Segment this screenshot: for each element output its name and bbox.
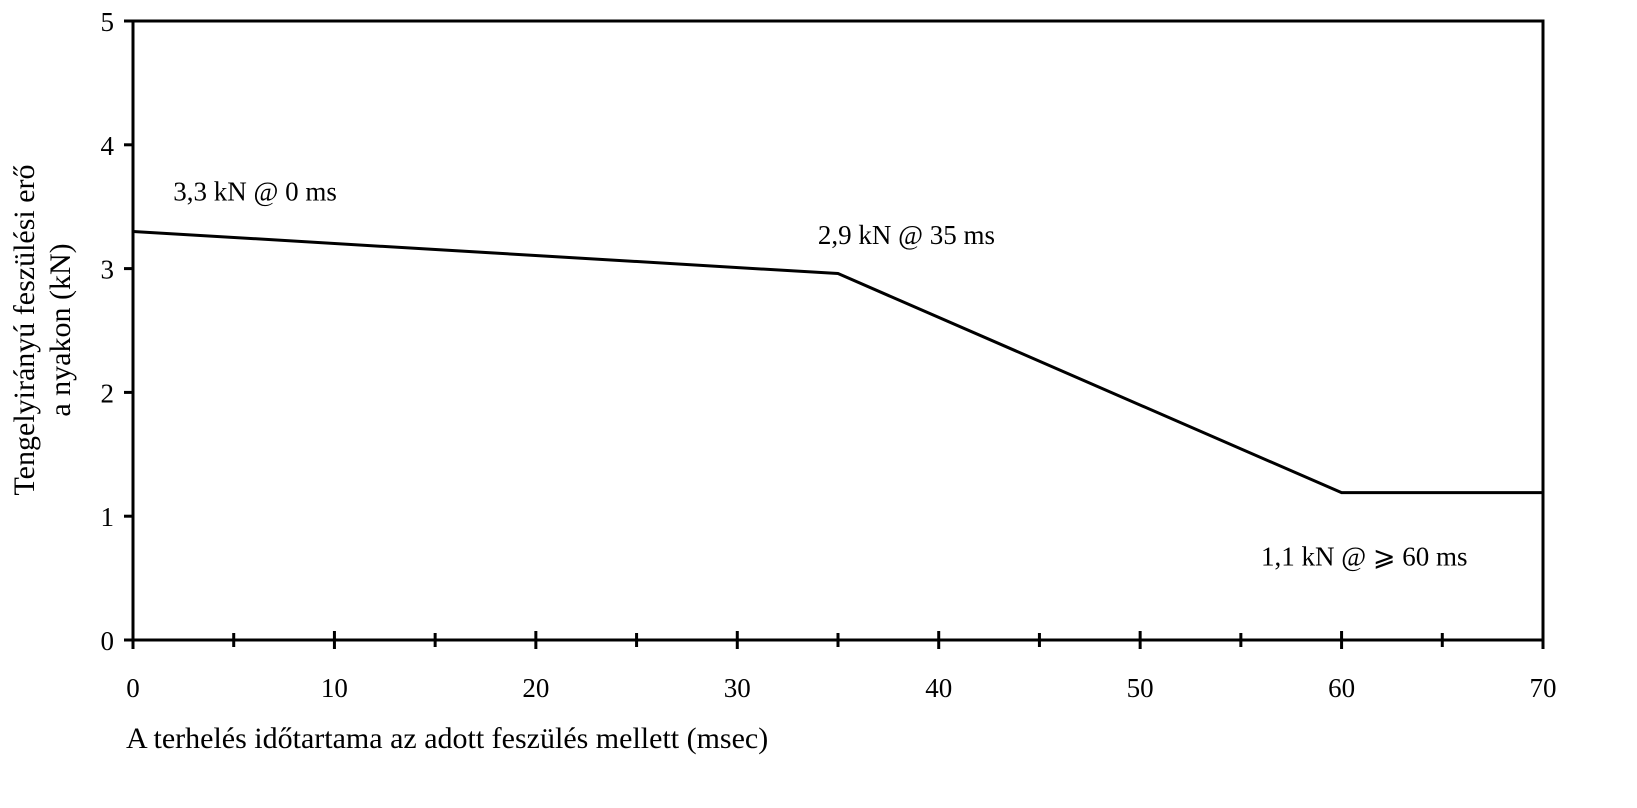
series-layer — [132, 229, 1543, 495]
y-axis-title-line-2: a nyakon (kN) — [44, 243, 77, 416]
data-annotation: 3,3 kN @ 0 ms — [173, 177, 337, 207]
x-tick-label: 20 — [522, 673, 549, 703]
y-axis-title-line-1: Tengelyirányú feszülési erő — [8, 164, 41, 495]
y-tick-label: 1 — [101, 502, 115, 532]
y-tick-label: 2 — [101, 378, 115, 408]
axis-tick-labels: 0 10 20 30 40 50 60 70 0 1 2 3 4 5 — [101, 7, 1557, 703]
annotations: 3,3 kN @ 0 ms 2,9 kN @ 35 ms 1,1 kN @ ⩾ 60… — [173, 177, 1467, 572]
x-tick-label: 0 — [126, 673, 140, 703]
x-tick-label: 50 — [1127, 673, 1154, 703]
y-tick-label: 0 — [101, 626, 115, 656]
data-annotation: 2,9 kN @ 35 ms — [818, 220, 995, 250]
x-tick-label: 60 — [1328, 673, 1355, 703]
x-tick-label: 10 — [321, 673, 348, 703]
x-tick-label: 70 — [1530, 673, 1557, 703]
x-axis-title: A terhelés időtartama az adott feszülés … — [126, 722, 768, 755]
series-line — [132, 229, 1543, 495]
y-tick-label: 5 — [101, 7, 115, 37]
axis-ticks — [124, 19, 1545, 649]
y-tick-label: 4 — [101, 131, 115, 161]
y-tick-label: 3 — [101, 255, 115, 285]
x-tick-label: 40 — [925, 673, 952, 703]
x-tick-label: 30 — [724, 673, 751, 703]
data-annotation: 1,1 kN @ ⩾ 60 ms — [1261, 542, 1468, 572]
